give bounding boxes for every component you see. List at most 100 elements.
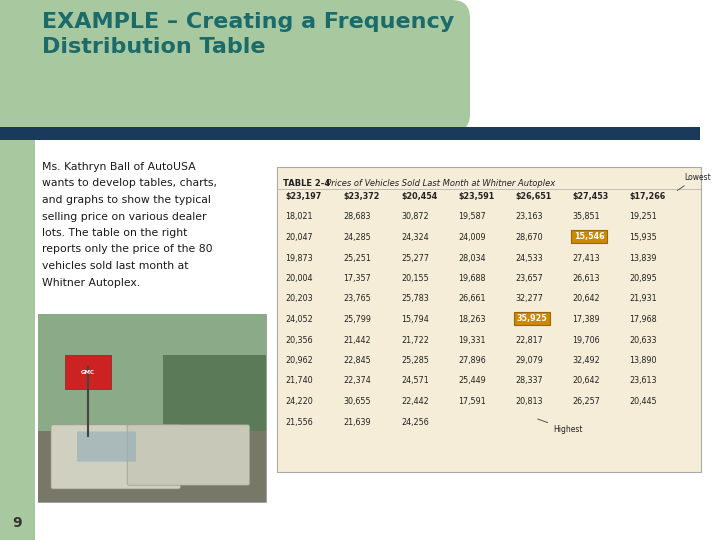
Text: 19,706: 19,706 [572, 335, 600, 345]
Text: 15,794: 15,794 [401, 315, 428, 324]
Text: 30,655: 30,655 [343, 397, 371, 406]
Text: $27,453: $27,453 [572, 192, 608, 201]
Text: lots. The table on the right: lots. The table on the right [42, 228, 187, 238]
Text: 20,642: 20,642 [572, 376, 600, 386]
Text: 24,009: 24,009 [458, 233, 485, 242]
Text: 13,890: 13,890 [629, 356, 657, 365]
Text: 25,251: 25,251 [343, 253, 371, 262]
FancyBboxPatch shape [51, 425, 181, 489]
Text: 35,851: 35,851 [572, 213, 600, 221]
Text: Ms. Kathryn Ball of AutoUSA: Ms. Kathryn Ball of AutoUSA [42, 162, 196, 172]
Text: 23,657: 23,657 [515, 274, 543, 283]
Text: 21,556: 21,556 [285, 417, 312, 427]
Text: 20,633: 20,633 [629, 335, 657, 345]
Text: Whitner Autoplex.: Whitner Autoplex. [42, 278, 140, 287]
Text: 27,413: 27,413 [572, 253, 600, 262]
Text: Prices of Vehicles Sold Last Month at Whitner Autoplex: Prices of Vehicles Sold Last Month at Wh… [321, 179, 555, 188]
Text: 20,155: 20,155 [401, 274, 428, 283]
Text: 22,442: 22,442 [401, 397, 428, 406]
Text: 25,285: 25,285 [401, 356, 429, 365]
Text: 25,799: 25,799 [343, 315, 371, 324]
Text: 17,591: 17,591 [458, 397, 486, 406]
Text: reports only the price of the 80: reports only the price of the 80 [42, 245, 212, 254]
Text: 22,374: 22,374 [343, 376, 371, 386]
Text: 23,163: 23,163 [515, 213, 542, 221]
Bar [38, 314, 266, 430]
Text: $26,651: $26,651 [515, 192, 552, 201]
Text: and graphs to show the typical: and graphs to show the typical [42, 195, 211, 205]
Text: Highest: Highest [538, 419, 582, 435]
Text: 23,765: 23,765 [343, 294, 371, 303]
Text: $23,372: $23,372 [343, 192, 379, 201]
Text: 20,445: 20,445 [629, 397, 657, 406]
Text: 19,688: 19,688 [458, 274, 485, 283]
Text: Distribution Table: Distribution Table [42, 37, 266, 57]
Text: 20,356: 20,356 [285, 335, 312, 345]
Text: 20,813: 20,813 [515, 397, 542, 406]
Text: 19,587: 19,587 [458, 213, 486, 221]
Text: 28,337: 28,337 [515, 376, 543, 386]
Text: 25,449: 25,449 [458, 376, 486, 386]
Text: 20,642: 20,642 [572, 294, 600, 303]
Text: 24,533: 24,533 [515, 253, 543, 262]
Text: 15,546: 15,546 [574, 232, 604, 241]
Text: 21,442: 21,442 [343, 335, 371, 345]
Text: GMC: GMC [81, 370, 95, 375]
FancyBboxPatch shape [127, 425, 250, 485]
Text: Lowest: Lowest [678, 172, 711, 191]
Text: 18,021: 18,021 [285, 213, 312, 221]
Text: 28,034: 28,034 [458, 253, 485, 262]
Bar [38, 430, 266, 502]
Text: 28,683: 28,683 [343, 213, 371, 221]
Text: 9: 9 [12, 516, 22, 530]
Text: 22,817: 22,817 [515, 335, 543, 345]
Text: 27,896: 27,896 [458, 356, 486, 365]
Text: 17,968: 17,968 [629, 315, 657, 324]
Text: 13,839: 13,839 [629, 253, 657, 262]
Bar [514, 312, 550, 325]
Text: 20,047: 20,047 [285, 233, 312, 242]
Text: selling price on various dealer: selling price on various dealer [42, 212, 207, 221]
Text: 17,357: 17,357 [343, 274, 371, 283]
Text: 32,492: 32,492 [572, 356, 600, 365]
Text: $20,454: $20,454 [401, 192, 437, 201]
Text: 20,895: 20,895 [629, 274, 657, 283]
Text: wants to develop tables, charts,: wants to develop tables, charts, [42, 179, 217, 188]
Text: 25,783: 25,783 [401, 294, 428, 303]
Text: 21,639: 21,639 [343, 417, 371, 427]
Text: 24,256: 24,256 [401, 417, 428, 427]
Text: 22,845: 22,845 [343, 356, 371, 365]
Text: 18,263: 18,263 [458, 315, 485, 324]
Bar [66, 355, 111, 389]
Text: 24,285: 24,285 [343, 233, 371, 242]
Text: 29,079: 29,079 [515, 356, 543, 365]
Text: 24,220: 24,220 [285, 397, 312, 406]
Text: EXAMPLE – Creating a Frequency: EXAMPLE – Creating a Frequency [42, 12, 454, 32]
Bar [0, 127, 700, 140]
Text: 20,962: 20,962 [285, 356, 312, 365]
Text: 25,277: 25,277 [401, 253, 429, 262]
Text: $17,266: $17,266 [629, 192, 665, 201]
Text: $23,591: $23,591 [458, 192, 494, 201]
Text: 21,740: 21,740 [285, 376, 312, 386]
FancyBboxPatch shape [0, 0, 470, 132]
Text: 26,257: 26,257 [572, 397, 600, 406]
Text: 20,203: 20,203 [285, 294, 312, 303]
Text: 21,722: 21,722 [401, 335, 429, 345]
Text: 17,389: 17,389 [572, 315, 600, 324]
Text: 19,331: 19,331 [458, 335, 485, 345]
Text: $23,197: $23,197 [285, 192, 321, 201]
Text: 24,324: 24,324 [401, 233, 428, 242]
Text: 19,251: 19,251 [629, 213, 657, 221]
Bar [277, 167, 701, 472]
Text: 20,004: 20,004 [285, 274, 312, 283]
FancyBboxPatch shape [77, 431, 136, 462]
Text: 26,661: 26,661 [458, 294, 485, 303]
Text: vehicles sold last month at: vehicles sold last month at [42, 261, 189, 271]
Bar [38, 314, 266, 502]
Text: 15,935: 15,935 [629, 233, 657, 242]
Text: 21,931: 21,931 [629, 294, 657, 303]
Bar [571, 230, 607, 243]
Text: 24,571: 24,571 [401, 376, 428, 386]
Text: TABLE 2-4: TABLE 2-4 [283, 179, 330, 188]
